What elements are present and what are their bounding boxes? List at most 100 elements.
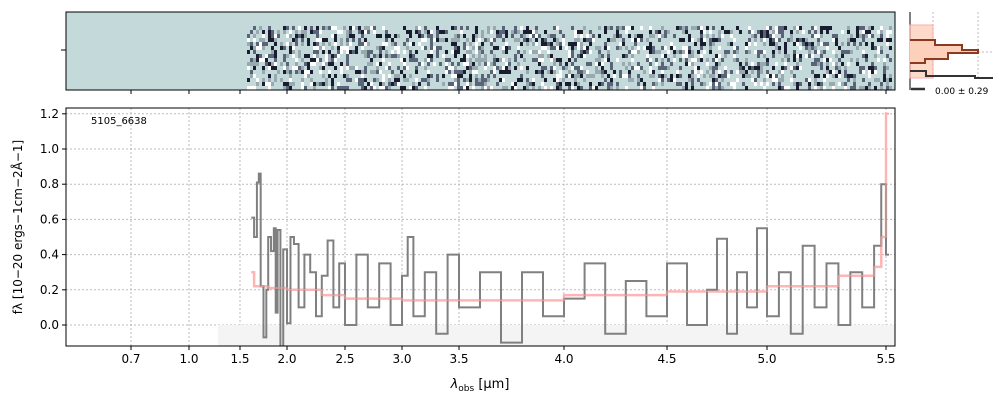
2d-pixel: [823, 50, 826, 54]
2d-pixel: [580, 50, 583, 54]
2d-pixel: [379, 86, 382, 90]
2d-pixel: [682, 38, 685, 42]
2d-pixel: [460, 86, 463, 90]
2d-pixel: [502, 26, 505, 30]
2d-pixel: [871, 70, 874, 74]
2d-pixel: [757, 50, 760, 54]
2d-pixel: [262, 42, 265, 46]
2d-pixel: [691, 82, 694, 86]
2d-pixel: [766, 26, 769, 30]
2d-pixel: [784, 62, 787, 66]
2d-pixel: [880, 86, 883, 90]
2d-pixel: [661, 78, 664, 82]
2d-pixel: [694, 26, 697, 30]
2d-pixel: [427, 74, 430, 78]
2d-pixel: [412, 54, 415, 58]
2d-pixel: [457, 62, 460, 66]
2d-pixel: [751, 62, 754, 66]
2d-pixel: [505, 50, 508, 54]
2d-pixel: [430, 42, 433, 46]
2d-pixel: [271, 38, 274, 42]
2d-pixel: [583, 78, 586, 82]
2d-pixel: [376, 46, 379, 50]
2d-pixel: [532, 42, 535, 46]
2d-pixel: [760, 82, 763, 86]
x-tick-label: 4.5: [657, 352, 676, 366]
2d-pixel: [301, 38, 304, 42]
2d-pixel: [517, 62, 520, 66]
2d-pixel: [874, 70, 877, 74]
x-tick-label: 5.0: [757, 352, 776, 366]
2d-pixel: [574, 78, 577, 82]
2d-pixel: [376, 62, 379, 66]
2d-pixel: [841, 50, 844, 54]
data-series-line: [251, 172, 889, 346]
2d-pixel: [316, 46, 319, 50]
2d-pixel: [343, 46, 346, 50]
2d-pixel: [772, 66, 775, 70]
2d-pixel: [784, 86, 787, 90]
2d-pixel: [322, 38, 325, 42]
2d-pixel: [778, 86, 781, 90]
2d-pixel: [310, 30, 313, 34]
2d-pixel: [616, 58, 619, 62]
2d-pixel: [781, 86, 784, 90]
2d-pixel: [604, 30, 607, 34]
2d-pixel: [478, 38, 481, 42]
2d-pixel: [367, 42, 370, 46]
2d-pixel: [703, 38, 706, 42]
2d-pixel: [799, 66, 802, 70]
2d-pixel: [733, 50, 736, 54]
2d-pixel: [712, 74, 715, 78]
2d-pixel: [718, 34, 721, 38]
2d-pixel: [835, 62, 838, 66]
model-series-overlay: [251, 113, 889, 302]
2d-pixel: [784, 66, 787, 70]
2d-pixel: [820, 34, 823, 38]
2d-pixel: [826, 46, 829, 50]
2d-pixel: [355, 78, 358, 82]
2d-pixel: [415, 86, 418, 90]
2d-pixel: [727, 42, 730, 46]
2d-pixel: [412, 42, 415, 46]
2d-pixel: [784, 26, 787, 30]
2d-pixel: [595, 86, 598, 90]
2d-pixel: [559, 86, 562, 90]
2d-pixel: [331, 82, 334, 86]
2d-pixel: [856, 46, 859, 50]
2d-pixel: [889, 58, 892, 62]
2d-pixel: [442, 54, 445, 58]
2d-pixel: [253, 86, 256, 90]
2d-pixel: [610, 38, 613, 42]
2d-pixel: [346, 50, 349, 54]
2d-pixel: [601, 82, 604, 86]
2d-pixel: [829, 58, 832, 62]
2d-pixel: [271, 54, 274, 58]
2d-pixel: [748, 30, 751, 34]
2d-pixel: [436, 30, 439, 34]
2d-pixel: [448, 70, 451, 74]
2d-pixel: [460, 26, 463, 30]
2d-pixel: [718, 86, 721, 90]
2d-pixel: [295, 70, 298, 74]
2d-pixel: [697, 74, 700, 78]
2d-pixel: [859, 86, 862, 90]
2d-pixel: [670, 62, 673, 66]
2d-pixel: [370, 62, 373, 66]
2d-pixel: [625, 30, 628, 34]
2d-pixel: [424, 58, 427, 62]
2d-pixel: [763, 34, 766, 38]
2d-pixel: [610, 26, 613, 30]
2d-pixel: [439, 62, 442, 66]
2d-pixel: [760, 50, 763, 54]
2d-pixel: [871, 66, 874, 70]
2d-pixel: [541, 58, 544, 62]
2d-pixel: [736, 26, 739, 30]
2d-pixel: [640, 86, 643, 90]
2d-pixel: [733, 38, 736, 42]
2d-pixel: [325, 62, 328, 66]
2d-pixel: [280, 42, 283, 46]
2d-pixel: [454, 54, 457, 58]
2d-pixel: [250, 42, 253, 46]
2d-pixel: [436, 54, 439, 58]
